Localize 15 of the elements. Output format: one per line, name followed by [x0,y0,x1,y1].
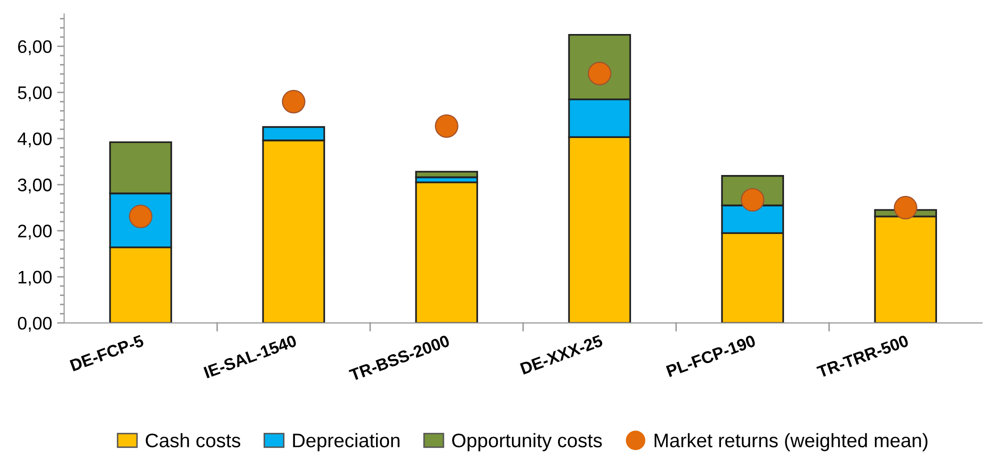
y-tick-label: 2,00 [18,224,52,240]
point [434,114,458,138]
y-tick-label: 3,00 [18,178,52,194]
legend-label: Cash costs [146,433,240,448]
legend-label: Opportunity costs [452,433,602,452]
point [282,90,306,114]
legend-label: Market returns (weighted mean) [654,433,928,452]
y-tick-label: 0,00 [18,316,52,332]
y-tick-label: 4,00 [18,132,52,148]
y-tick-label: 1,00 [18,270,52,286]
legend-label: Depreciation [293,433,400,452]
bar [415,181,478,323]
y-tick-label: 5,00 [18,86,52,102]
y-tick-label: 6,00 [18,40,52,56]
point [894,196,918,220]
